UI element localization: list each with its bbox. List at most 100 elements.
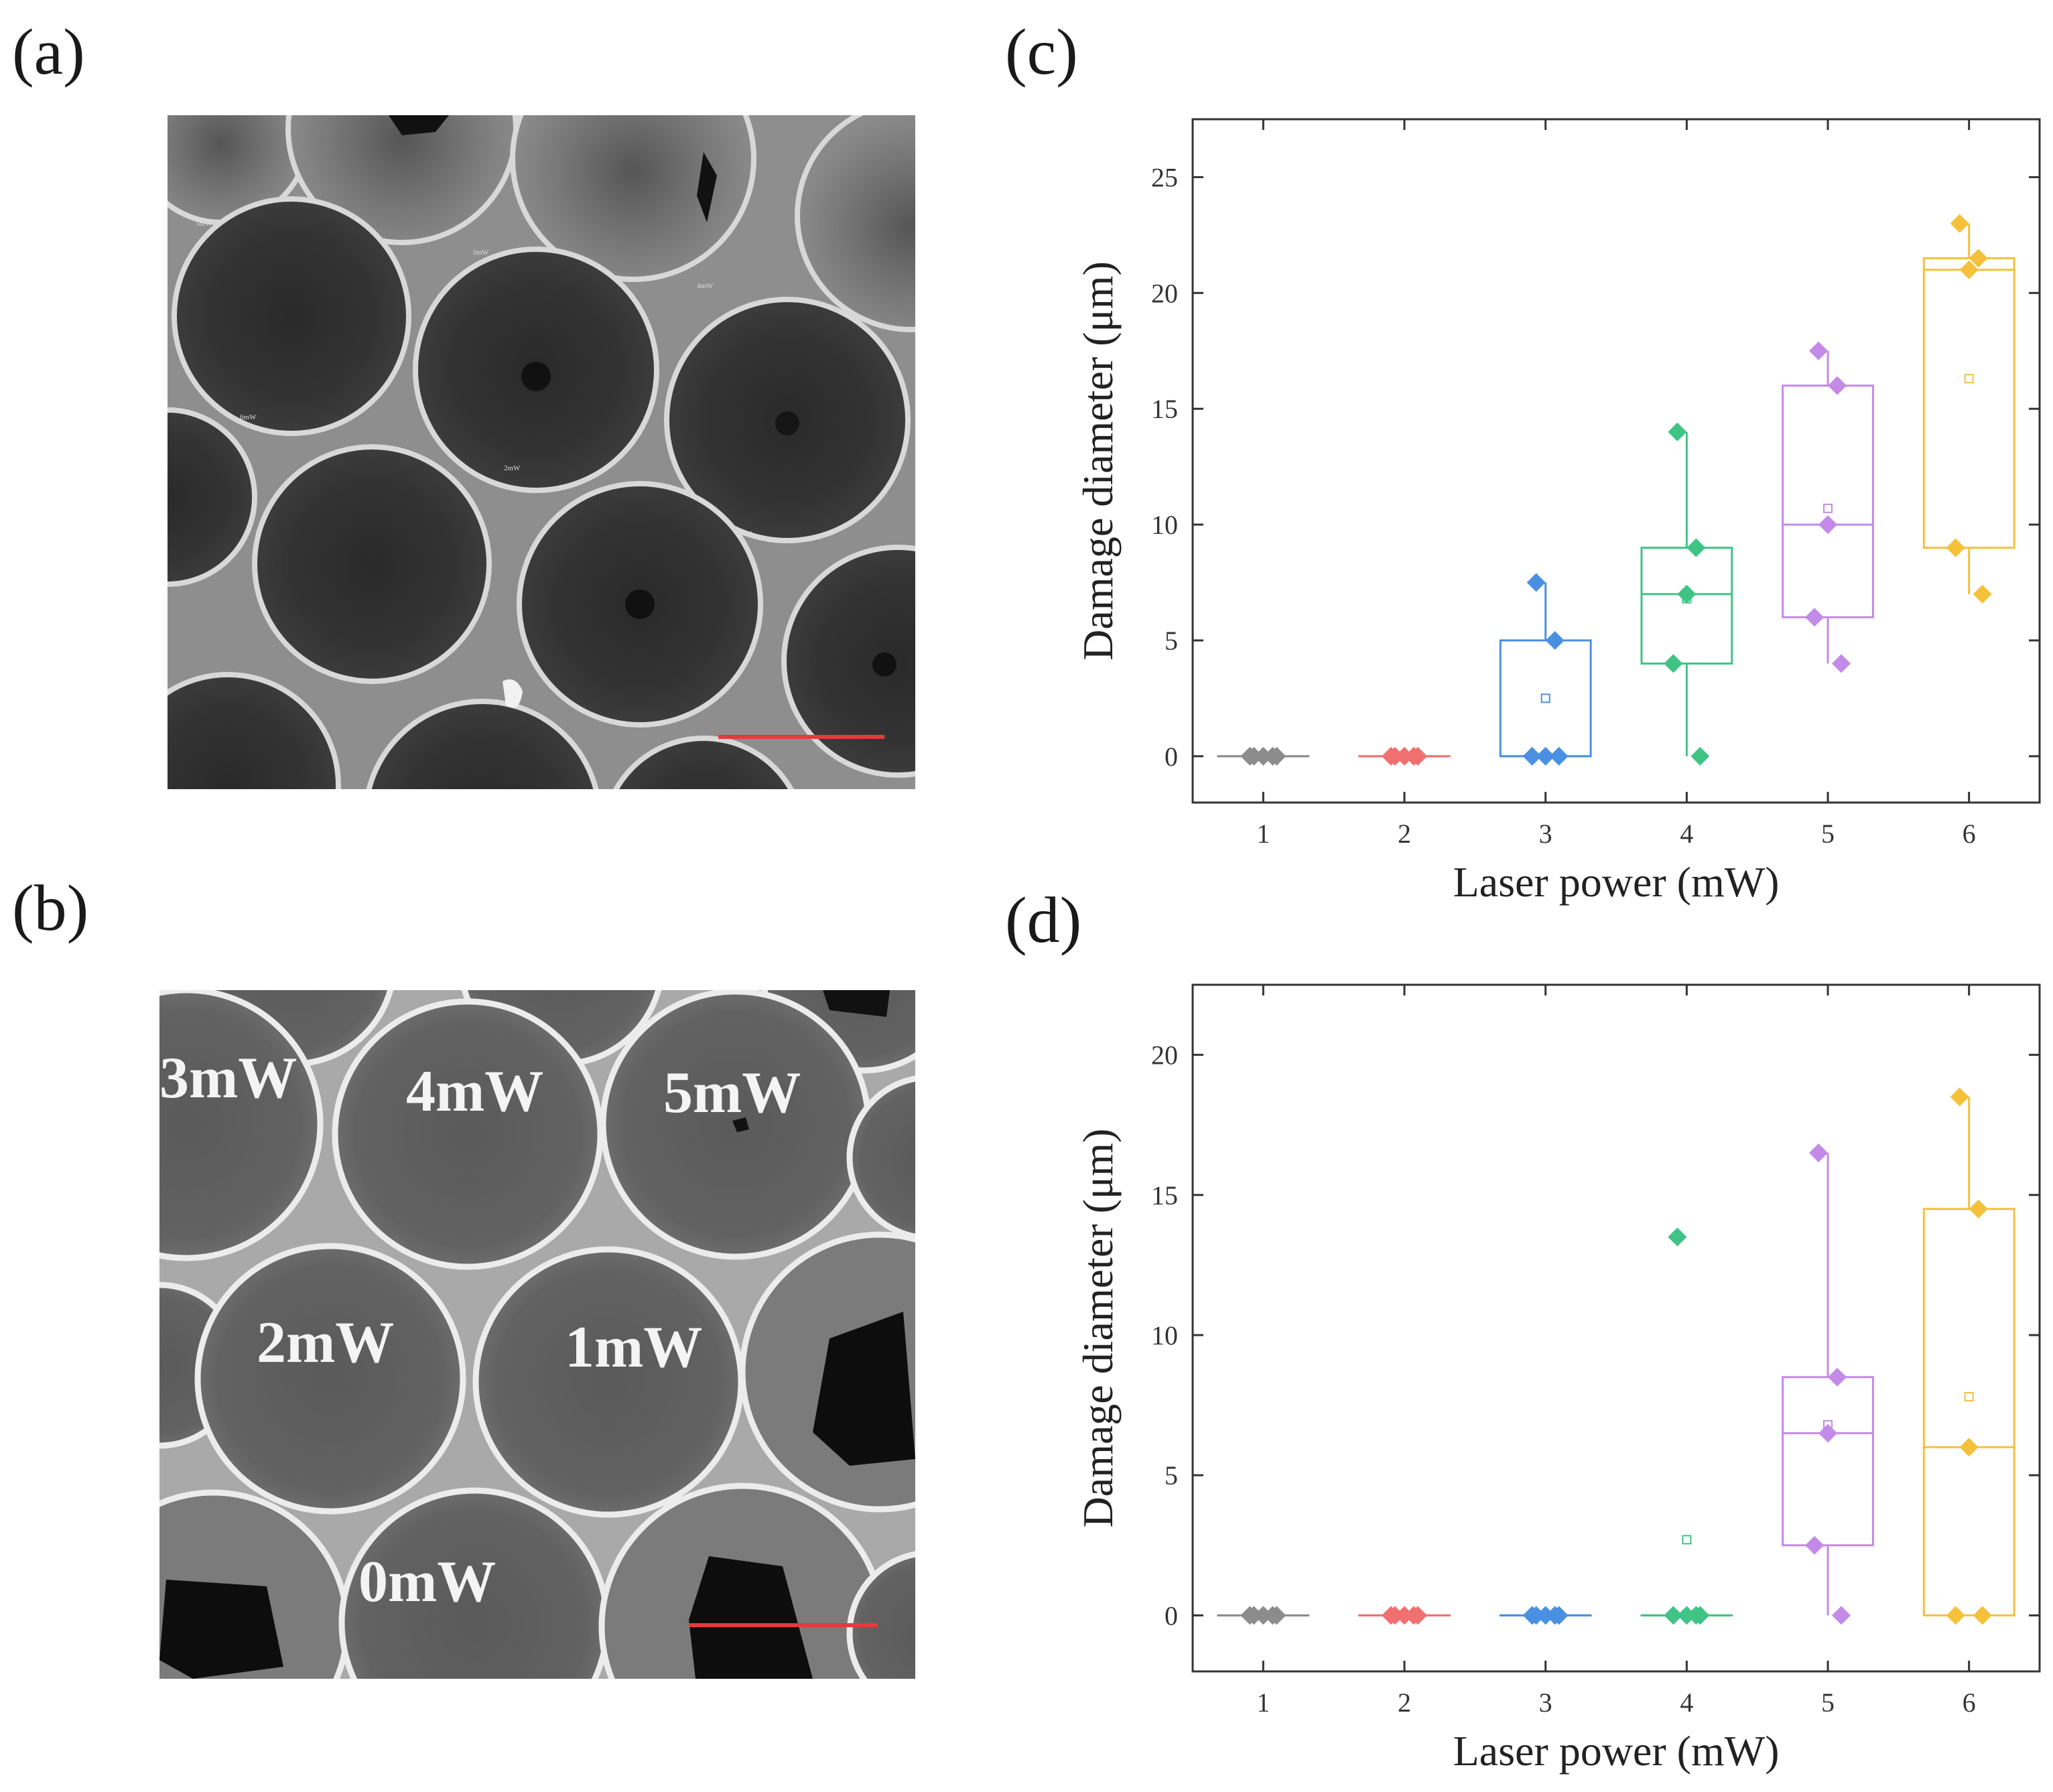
x-tick-label: 5 — [1821, 1687, 1835, 1718]
panel-label-d: (d) — [1005, 884, 1082, 957]
box-group-6 — [1922, 1087, 2015, 1625]
scale-bar-a — [718, 735, 884, 739]
data-point — [1254, 1606, 1273, 1625]
x-tick-label: 4 — [1680, 819, 1693, 849]
y-tick-label: 20 — [1151, 1040, 1178, 1071]
data-point — [1969, 249, 1988, 268]
sem-a-label-4: 6mW — [240, 413, 257, 421]
chart-c-svg: 0 5 10 15 20 25 1 2 3 4 5 6 Laser power (mW) Damage d… — [1074, 118, 2041, 906]
box-group-5 — [1782, 341, 1874, 673]
y-tick-label: 0 — [1165, 742, 1178, 772]
box-group-3 — [1499, 1606, 1592, 1625]
sem-image-a-drawing: 5mW 3mW 4mW 6mW 2mW 1mW — [168, 115, 915, 789]
box-group-6 — [1922, 214, 2015, 604]
box — [1782, 1376, 1874, 1547]
sem-b-label-5mw: 5mW — [663, 1060, 801, 1125]
x-tick-label: 1 — [1256, 1687, 1270, 1718]
box-group-3 — [1499, 573, 1592, 766]
y-axis-title: Damage diameter (μm) — [1074, 261, 1122, 661]
x-tick-label: 2 — [1398, 819, 1411, 849]
data-point — [1959, 260, 1979, 279]
data-point — [1240, 1606, 1260, 1625]
data-point — [1686, 538, 1706, 557]
box — [1499, 639, 1592, 758]
data-point — [1240, 746, 1260, 766]
x-axis-title: Laser power (mW) — [1453, 858, 1780, 906]
data-point — [1818, 1424, 1837, 1443]
data-point — [1408, 1606, 1427, 1625]
x-axis-title: Laser power (mW) — [1453, 1727, 1780, 1775]
x-tick-label: 3 — [1539, 1687, 1552, 1718]
data-point — [1959, 1438, 1979, 1457]
plot-frame — [1191, 983, 2041, 1673]
y-tick-label: 15 — [1151, 394, 1178, 424]
sem-a-label-1: 5mW — [196, 220, 212, 228]
panel-label-a: (a) — [12, 16, 85, 88]
data-point — [1668, 1227, 1687, 1247]
y-tick-label: 10 — [1151, 1320, 1178, 1351]
sem-image-b-drawing: 3mW 4mW 5mW 2mW 1mW 0mW — [159, 990, 915, 1679]
mean-marker — [1964, 374, 1974, 384]
x-tick-label: 5 — [1821, 819, 1835, 849]
data-point — [1969, 1199, 1988, 1219]
x-tick-label: 6 — [1963, 1687, 1976, 1718]
box-group-1 — [1217, 1606, 1310, 1625]
data-point — [1828, 1367, 1847, 1387]
data-point — [1832, 654, 1851, 673]
data-point — [1522, 746, 1542, 766]
data-point — [1395, 746, 1414, 766]
y-tick-label: 15 — [1151, 1180, 1178, 1211]
data-point — [1950, 1087, 1969, 1107]
data-point — [1805, 608, 1824, 627]
data-point — [1950, 214, 1969, 233]
data-point — [1691, 1606, 1710, 1625]
box-group-4 — [1640, 422, 1733, 766]
mean-marker — [1682, 1535, 1692, 1545]
sem-b-label-0mw: 0mW — [358, 1549, 496, 1614]
sem-b-label-3mw: 3mW — [159, 1046, 297, 1111]
plot-frame — [1191, 118, 2041, 804]
data-point — [1809, 1144, 1828, 1163]
mean-marker — [1964, 1392, 1974, 1401]
data-point — [1254, 746, 1273, 766]
box-group-2 — [1358, 746, 1451, 766]
x-tick-label: 1 — [1256, 819, 1270, 849]
y-tick-label: 25 — [1151, 162, 1178, 192]
data-point — [1267, 1606, 1286, 1625]
data-point — [1809, 341, 1828, 360]
mean-marker — [1823, 503, 1833, 513]
y-tick-label: 5 — [1165, 1460, 1178, 1491]
sem-b-label-2mw: 2mW — [257, 1310, 394, 1375]
panel-label-b: (b) — [12, 872, 89, 945]
box — [1922, 257, 2015, 549]
data-point — [1549, 746, 1569, 766]
data-point — [1973, 584, 1992, 604]
sem-a-label-2: 3mW — [472, 249, 489, 257]
data-point — [1828, 376, 1847, 395]
data-point — [1677, 584, 1697, 604]
y-tick-label: 5 — [1165, 626, 1178, 656]
x-tick-label: 4 — [1680, 1687, 1693, 1718]
y-tick-label: 10 — [1151, 510, 1178, 540]
data-point — [1664, 654, 1683, 673]
x-tick-label: 3 — [1539, 819, 1552, 849]
data-point — [1668, 422, 1687, 441]
data-point — [1677, 1606, 1697, 1625]
chart-d: 0 5 10 15 20 1 2 3 4 5 6 Laser power (mW) Damage dia… — [1059, 965, 2053, 1792]
sem-a-label-3: 4mW — [697, 282, 714, 290]
data-point — [1664, 1606, 1683, 1625]
sem-a-label-6: 1mW — [736, 530, 752, 538]
y-tick-label: 20 — [1151, 278, 1178, 308]
box-group-5 — [1782, 1144, 1874, 1625]
data-point — [1522, 1606, 1542, 1625]
sem-b-label-1mw: 1mW — [565, 1315, 702, 1380]
panel-label-c: (c) — [1005, 16, 1078, 88]
sem-b-label-4mw: 4mW — [406, 1059, 543, 1124]
x-tick-label: 2 — [1398, 1687, 1411, 1718]
data-point — [1408, 746, 1427, 766]
data-point — [1395, 1606, 1414, 1625]
sem-image-a: 5mW 3mW 4mW 6mW 2mW 1mW — [168, 115, 915, 789]
y-axis-title: Damage diameter (μm) — [1074, 1129, 1122, 1528]
data-point — [1946, 538, 1965, 557]
box — [1782, 385, 1874, 618]
